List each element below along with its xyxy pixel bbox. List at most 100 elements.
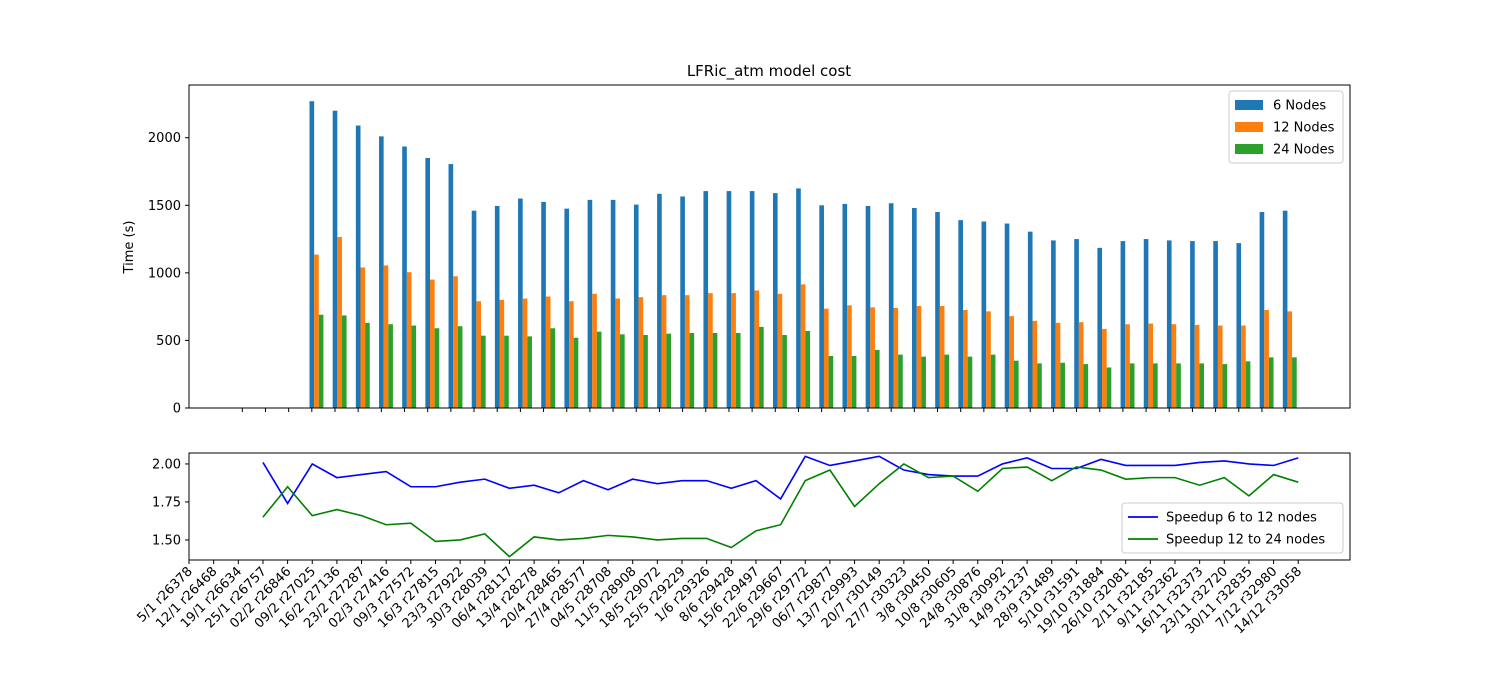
bar xyxy=(759,326,764,408)
bar xyxy=(1120,241,1126,408)
bar xyxy=(550,328,556,408)
bar xyxy=(1153,363,1158,408)
bar xyxy=(379,136,384,408)
bar xyxy=(341,315,347,408)
bar xyxy=(1037,363,1042,408)
y-axis-label: Time (s) xyxy=(122,221,137,275)
bar xyxy=(1125,324,1130,408)
y-tick-label: 0 xyxy=(173,402,181,417)
legend-swatch xyxy=(1235,144,1263,154)
bar xyxy=(1097,247,1103,408)
bar xyxy=(388,324,393,408)
bar xyxy=(318,314,324,408)
bar xyxy=(1051,240,1056,408)
bar xyxy=(772,193,778,408)
bar xyxy=(504,335,509,408)
bar xyxy=(610,199,616,408)
bar xyxy=(893,307,899,408)
bar xyxy=(986,311,991,408)
bar xyxy=(1259,212,1265,408)
bar xyxy=(1055,322,1061,408)
bar xyxy=(1236,243,1242,408)
bar xyxy=(1074,239,1079,408)
bar xyxy=(712,332,718,408)
bar xyxy=(1194,324,1200,408)
bar xyxy=(332,110,338,408)
bar xyxy=(643,335,648,408)
bar xyxy=(958,220,963,408)
bar xyxy=(939,305,945,408)
bar xyxy=(981,221,987,408)
plot-frame xyxy=(188,452,1351,561)
bar xyxy=(851,355,857,408)
bar xyxy=(314,254,319,408)
y-tick-label: 2.00 xyxy=(152,457,181,472)
bar xyxy=(430,279,435,408)
bar xyxy=(1268,357,1274,408)
bar xyxy=(360,267,366,408)
bar xyxy=(383,265,389,408)
bar xyxy=(1199,363,1205,408)
bar xyxy=(1287,311,1293,408)
bar xyxy=(898,354,903,408)
bar xyxy=(1171,324,1177,408)
legend-label: 24 Nodes xyxy=(1273,143,1335,158)
bar xyxy=(921,356,926,408)
bar xyxy=(573,337,579,408)
bar xyxy=(453,276,458,408)
bar xyxy=(569,301,574,408)
bar xyxy=(1106,367,1112,408)
bar xyxy=(365,322,370,408)
bar xyxy=(545,296,551,408)
bar xyxy=(541,201,546,408)
chart-title: LFRic_atm model cost xyxy=(687,62,851,81)
y-tick-label: 2000 xyxy=(148,131,181,146)
bar xyxy=(457,326,463,408)
line xyxy=(262,455,1299,505)
bar xyxy=(480,335,486,408)
bar xyxy=(1129,363,1135,408)
bar xyxy=(657,193,662,408)
bar xyxy=(1264,310,1269,408)
legend-swatch xyxy=(1235,122,1263,132)
bar xyxy=(735,332,741,408)
legend-label: Speedup 6 to 12 nodes xyxy=(1166,511,1317,526)
bar xyxy=(1143,239,1149,408)
bar xyxy=(990,354,996,408)
bar xyxy=(731,293,736,408)
bar xyxy=(777,293,783,408)
bar xyxy=(596,331,602,408)
bar xyxy=(680,196,685,408)
bar xyxy=(661,295,667,408)
bar xyxy=(1013,360,1019,408)
bar xyxy=(847,305,852,408)
bar xyxy=(870,307,875,408)
bar xyxy=(805,330,811,408)
bar xyxy=(1213,241,1218,408)
bar xyxy=(406,272,412,408)
bar xyxy=(1027,231,1033,408)
bar xyxy=(355,125,361,408)
bar xyxy=(708,293,713,408)
bar xyxy=(944,354,950,408)
bar xyxy=(476,301,481,408)
bar xyxy=(411,325,417,408)
legend-label: Speedup 12 to 24 nodes xyxy=(1166,533,1325,548)
bar xyxy=(963,310,968,408)
bar xyxy=(1083,364,1089,408)
bar xyxy=(796,188,801,408)
legend-box xyxy=(1121,502,1344,554)
bar xyxy=(1241,325,1246,408)
y-tick-label: 500 xyxy=(156,334,181,349)
bar xyxy=(1060,362,1065,408)
bar xyxy=(666,333,672,408)
bar xyxy=(1078,322,1084,408)
bar xyxy=(471,210,477,408)
bar xyxy=(1222,364,1228,408)
bar xyxy=(967,356,973,408)
bar xyxy=(518,198,523,408)
bar xyxy=(1102,328,1107,408)
bar xyxy=(935,212,940,408)
bar xyxy=(828,355,834,408)
